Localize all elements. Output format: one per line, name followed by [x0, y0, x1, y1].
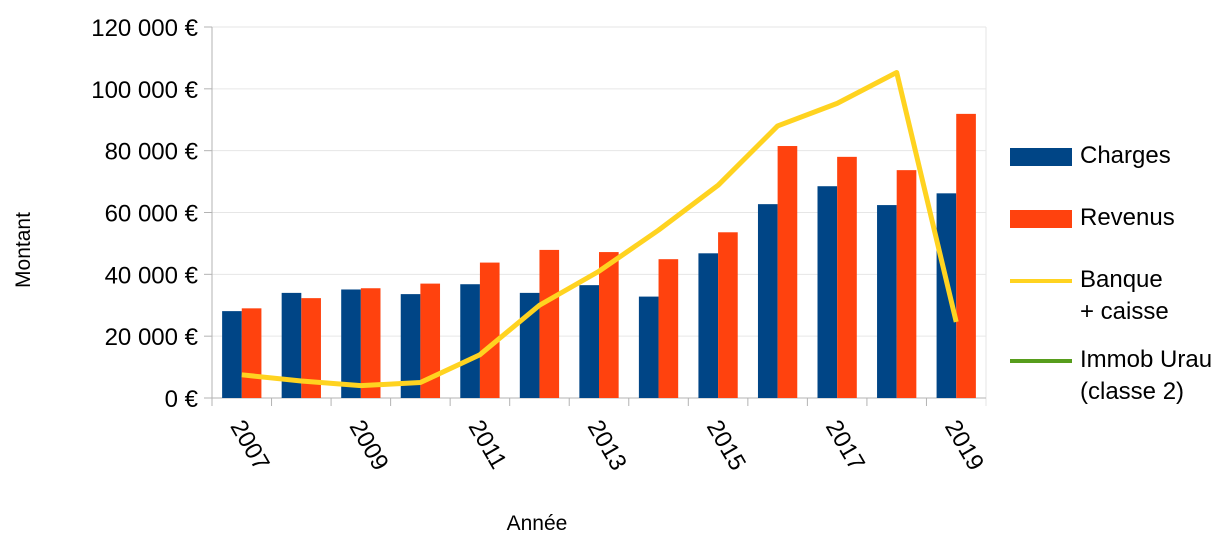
legend-item: Charges	[1008, 140, 1228, 202]
bar	[579, 285, 599, 398]
bar	[936, 193, 957, 398]
bar	[479, 262, 500, 398]
bar	[420, 283, 441, 398]
y-tick-label: 0 €	[165, 386, 199, 413]
bar	[777, 146, 798, 398]
y-tick-label: 100 000 €	[91, 77, 198, 104]
bar	[599, 252, 619, 398]
legend-swatch	[1010, 148, 1072, 166]
bar	[757, 204, 778, 398]
bar	[896, 170, 917, 398]
legend-swatch	[1010, 359, 1072, 363]
bar	[341, 289, 361, 398]
x-tick-label: 2013	[582, 416, 632, 476]
x-tick-label: 2007	[225, 416, 275, 476]
bar	[400, 294, 421, 398]
bar	[460, 284, 480, 398]
bar	[837, 156, 857, 398]
legend-label: Revenus	[1080, 204, 1175, 231]
legend-item: Immob Urau (classe 2)	[1008, 344, 1228, 406]
bar	[241, 308, 262, 398]
legend-label: Immob Urau (classe 2)	[1080, 346, 1213, 405]
bar	[877, 205, 897, 398]
legend-swatch	[1010, 279, 1072, 283]
legend-item: Revenus	[1008, 202, 1228, 264]
y-axis-title: Montant	[12, 212, 35, 288]
bar	[222, 311, 242, 398]
bar	[360, 288, 381, 398]
bar	[817, 186, 838, 398]
bar	[638, 296, 659, 398]
x-tick-label: 2019	[939, 416, 989, 476]
y-tick-label: 120 000 €	[91, 15, 198, 42]
y-tick-label: 80 000 €	[105, 139, 199, 166]
legend: Charges Revenus Banque + caisse Immob Urau …	[1008, 140, 1228, 406]
y-tick-label: 60 000 €	[105, 201, 199, 228]
x-tick-label: 2011	[463, 416, 512, 474]
bar	[281, 292, 302, 398]
bar	[658, 259, 679, 398]
y-tick-label: 20 000 €	[105, 324, 199, 351]
legend-swatch-rect	[1010, 148, 1072, 166]
legend-item: Banque + caisse	[1008, 264, 1228, 344]
legend-swatch-rect	[1010, 210, 1072, 228]
y-tick-label: 40 000 €	[105, 262, 199, 289]
x-tick-label: 2009	[344, 416, 394, 476]
bar	[956, 113, 976, 399]
bar	[698, 253, 719, 398]
line	[241, 69, 959, 389]
bar	[301, 298, 321, 398]
bar	[718, 232, 738, 398]
x-tick-label: 2015	[701, 416, 751, 476]
x-tick-label: 2017	[820, 416, 870, 476]
legend-label: Charges	[1080, 142, 1171, 169]
x-axis-title: Année	[507, 512, 568, 535]
legend-label: Banque + caisse	[1080, 266, 1169, 325]
legend-swatch	[1010, 210, 1072, 228]
bar	[539, 249, 560, 398]
